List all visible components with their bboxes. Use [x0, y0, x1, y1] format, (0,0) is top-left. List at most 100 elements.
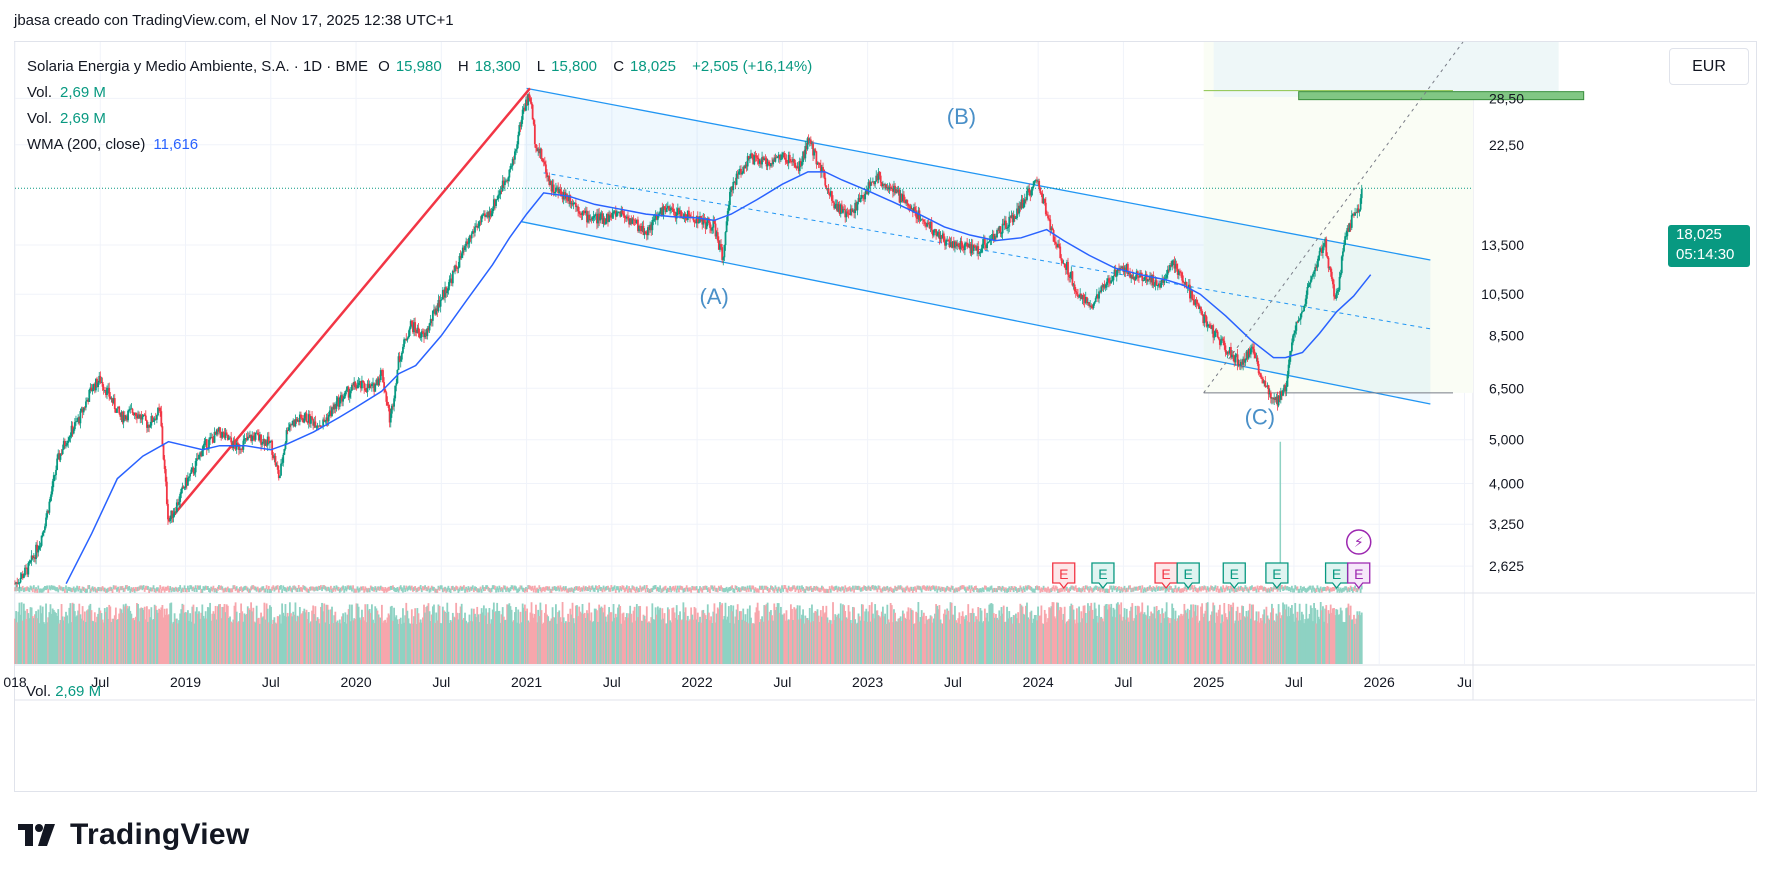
volume-overlay-bar: [746, 585, 749, 590]
volume-overlay-bar: [1339, 587, 1342, 592]
volume-overlay-bar: [68, 587, 71, 592]
volume-legend-2[interactable]: Vol. 2,69 M: [27, 110, 106, 127]
candle-body: [1288, 356, 1291, 365]
candle-body: [1182, 280, 1185, 283]
candle-body: [717, 240, 720, 250]
volume-bar: [1123, 608, 1126, 664]
volume-overlay-bar: [174, 586, 177, 591]
volume-overlay-bar: [720, 585, 722, 590]
volume-overlay-bar: [635, 586, 638, 591]
candle-body: [1036, 180, 1038, 182]
volume-overlay-bar: [836, 588, 839, 593]
volume-legend-1[interactable]: Vol. 2,69 M: [27, 84, 106, 101]
volume-overlay-bar: [242, 587, 245, 592]
candle-body: [596, 214, 598, 224]
volume-overlay-bar: [679, 585, 681, 590]
volume-bar: [855, 623, 858, 664]
volume-bar: [1026, 602, 1028, 664]
volume-bar: [527, 620, 530, 664]
volume-bar: [1244, 617, 1247, 664]
candle-body: [732, 181, 735, 191]
volume-overlay-bar: [450, 586, 453, 591]
volume-bar: [153, 604, 156, 664]
volume-bar: [941, 623, 944, 664]
volume-overlay-bar: [331, 588, 333, 593]
candle-body: [179, 493, 182, 502]
symbol-name[interactable]: Solaria Energia y Medio Ambiente, S.A. ·…: [27, 58, 368, 75]
volume-bar: [477, 614, 480, 664]
candle-body: [859, 197, 862, 202]
volume-bar: [516, 622, 519, 664]
volume-overlay-bar: [1164, 588, 1167, 593]
candle-body: [704, 221, 707, 229]
candle-body: [436, 308, 439, 312]
candle-body: [1274, 397, 1277, 401]
candle-body: [873, 181, 875, 185]
volume-overlay-bar: [926, 585, 929, 590]
volume-bar: [28, 618, 31, 664]
candle-body: [255, 432, 258, 434]
candle-body: [777, 154, 780, 157]
candle-body: [998, 226, 1001, 231]
volume-bar: [775, 606, 778, 664]
candle-body: [714, 223, 717, 237]
time-axis-label: Jul: [432, 674, 450, 690]
volume-overlay-bar: [1078, 587, 1080, 592]
volume-overlay-bar: [279, 585, 281, 590]
candle-body: [863, 195, 865, 200]
candle-body: [1098, 291, 1100, 299]
candle-body: [579, 213, 582, 215]
volume-overlay-bar: [1320, 588, 1323, 593]
volume-overlay-bar: [787, 585, 790, 590]
volume-overlay-bar: [487, 586, 490, 591]
candle-body: [196, 458, 199, 460]
currency-button[interactable]: EUR: [1669, 48, 1749, 85]
candle-body: [146, 420, 148, 428]
candle-body: [1305, 294, 1308, 304]
volume-bar: [795, 608, 798, 664]
projection-diagonal: [1203, 41, 1464, 394]
volume-overlay-bar: [972, 588, 975, 593]
volume-overlay-bar: [966, 586, 969, 591]
volume-overlay-bar: [357, 588, 360, 593]
candle-body: [656, 215, 659, 220]
volume-bar: [223, 604, 226, 664]
volume-overlay-bar: [140, 585, 143, 590]
volume-overlay-bar: [281, 588, 284, 593]
tradingview-logo[interactable]: TradingView: [18, 818, 249, 852]
candle-body: [229, 437, 231, 439]
candle-body: [284, 442, 287, 450]
volume-overlay-bar: [142, 585, 145, 590]
volume-overlay-bar: [697, 588, 700, 593]
volume-overlay-bar: [612, 586, 615, 591]
candle-body: [640, 228, 643, 232]
volume-bar: [1325, 605, 1328, 664]
volume-overlay-bar: [356, 586, 359, 591]
candle-body: [1356, 208, 1359, 213]
volume-bar: [1213, 605, 1216, 664]
volume-overlay-bar: [330, 585, 332, 590]
wma-legend[interactable]: WMA (200, close) 11,616: [27, 136, 199, 153]
volume-overlay-bar: [970, 585, 973, 590]
volume-bar: [918, 621, 921, 664]
volume-overlay-bar: [1231, 587, 1233, 592]
candle-body: [978, 252, 981, 254]
candle-body: [1088, 302, 1090, 306]
candle-body: [686, 210, 689, 220]
volume-bar: [919, 617, 922, 664]
volume-overlay-bar: [137, 586, 139, 591]
volume-bar: [972, 613, 975, 664]
candle-body: [1131, 275, 1134, 279]
volume-bar: [808, 607, 811, 664]
volume-bar: [472, 608, 475, 664]
volume-bar: [1153, 606, 1156, 664]
volume-overlay-bar: [863, 585, 865, 590]
volume-bar: [425, 607, 428, 664]
volume-overlay-bar: [689, 587, 691, 592]
volume-overlay-bar: [335, 585, 338, 590]
candle-body: [1214, 330, 1217, 337]
candle-body: [1325, 238, 1328, 256]
ohlc-row[interactable]: Solaria Energia y Medio Ambiente, S.A. ·…: [27, 58, 813, 75]
volume-bar: [1019, 603, 1022, 664]
